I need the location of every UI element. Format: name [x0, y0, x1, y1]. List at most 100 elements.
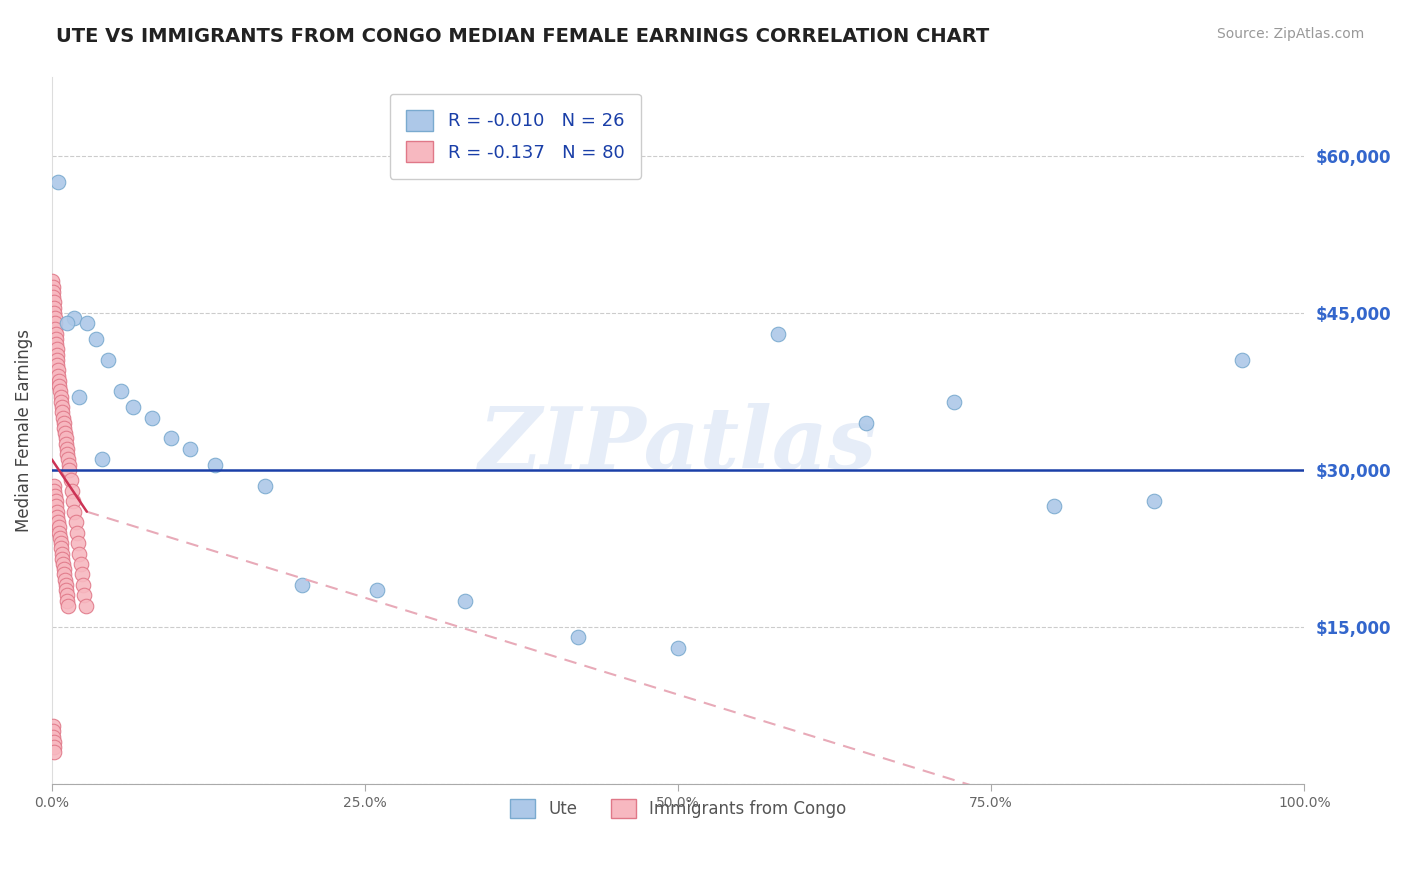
Point: [42, 740, 65, 755]
Point: [46, 353, 69, 368]
Point: [42, 301, 65, 315]
Point: [55, 442, 77, 456]
Point: [63, 311, 86, 326]
Point: [253, 478, 276, 492]
Point: [53, 421, 76, 435]
Point: [291, 578, 314, 592]
Point: [56, 447, 79, 461]
Point: [49, 531, 72, 545]
Point: [45, 505, 67, 519]
Point: [84, 332, 107, 346]
Point: [58, 458, 80, 472]
Point: [666, 640, 689, 655]
Point: [42, 735, 65, 749]
Point: [366, 583, 388, 598]
Point: [942, 394, 965, 409]
Point: [49, 390, 72, 404]
Point: [63, 505, 86, 519]
Point: [52, 557, 75, 571]
Point: [766, 326, 789, 341]
Point: [45, 343, 67, 357]
Point: [1230, 353, 1253, 368]
Point: [76, 316, 98, 330]
Point: [55, 316, 77, 330]
Point: [69, 557, 91, 571]
Point: [48, 379, 70, 393]
Point: [42, 295, 65, 310]
Point: [55, 583, 77, 598]
Point: [204, 458, 226, 472]
Point: [44, 311, 66, 326]
Point: [44, 489, 66, 503]
Point: [1042, 500, 1064, 514]
Point: [49, 384, 72, 399]
Point: [55, 588, 77, 602]
Point: [46, 515, 69, 529]
Point: [44, 316, 66, 330]
Point: [67, 390, 90, 404]
Point: [56, 599, 79, 613]
Point: [51, 400, 73, 414]
Point: [45, 332, 67, 346]
Point: [45, 500, 67, 514]
Point: [52, 410, 75, 425]
Point: [42, 478, 65, 492]
Point: [75, 599, 97, 613]
Point: [51, 551, 73, 566]
Point: [51, 405, 73, 419]
Point: [454, 593, 477, 607]
Point: [46, 358, 69, 372]
Point: [159, 432, 181, 446]
Text: ZIPatlas: ZIPatlas: [479, 403, 877, 486]
Point: [45, 337, 67, 351]
Point: [179, 442, 201, 456]
Point: [56, 593, 79, 607]
Point: [42, 719, 65, 733]
Point: [48, 525, 70, 540]
Text: Source: ZipAtlas.com: Source: ZipAtlas.com: [1216, 27, 1364, 41]
Point: [44, 745, 66, 759]
Point: [42, 279, 65, 293]
Point: [59, 473, 82, 487]
Point: [72, 578, 94, 592]
Point: [56, 452, 79, 467]
Point: [49, 394, 72, 409]
Point: [53, 573, 76, 587]
Point: [42, 285, 65, 299]
Point: [46, 363, 69, 377]
Point: [110, 384, 132, 399]
Point: [62, 494, 84, 508]
Point: [67, 547, 90, 561]
Point: [60, 483, 83, 498]
Point: [51, 547, 73, 561]
Point: [855, 416, 877, 430]
Point: [44, 321, 66, 335]
Point: [73, 588, 96, 602]
Point: [52, 416, 75, 430]
Point: [49, 536, 72, 550]
Point: [48, 374, 70, 388]
Point: [66, 525, 89, 540]
Point: [48, 520, 70, 534]
Point: [45, 348, 67, 362]
Point: [67, 536, 90, 550]
Text: UTE VS IMMIGRANTS FROM CONGO MEDIAN FEMALE EARNINGS CORRELATION CHART: UTE VS IMMIGRANTS FROM CONGO MEDIAN FEMA…: [56, 27, 990, 45]
Point: [44, 494, 66, 508]
Point: [44, 306, 66, 320]
Point: [70, 567, 93, 582]
Point: [42, 290, 65, 304]
Point: [46, 368, 69, 383]
Point: [44, 326, 66, 341]
Point: [42, 724, 65, 739]
Point: [90, 452, 112, 467]
Point: [46, 509, 69, 524]
Point: [567, 630, 589, 644]
Point: [41, 275, 63, 289]
Point: [53, 567, 76, 582]
Point: [122, 400, 145, 414]
Point: [141, 410, 163, 425]
Point: [97, 353, 120, 368]
Point: [55, 436, 77, 450]
Point: [44, 483, 66, 498]
Point: [55, 432, 77, 446]
